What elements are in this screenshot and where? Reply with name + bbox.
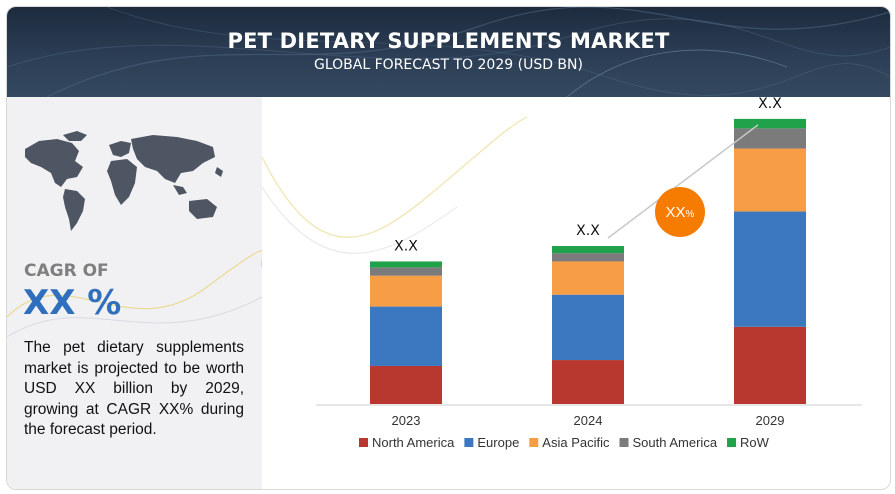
legend-label-row: RoW xyxy=(740,435,770,450)
legend-swatch-south-america xyxy=(619,438,629,447)
stacked-bar-chart: X.X X.X X.X XX% 2023 2024 2029 North America… xyxy=(261,96,862,450)
bar-europe-2024 xyxy=(552,294,624,361)
legend: North America Europe Asia Pacific South Ame… xyxy=(359,435,770,450)
bars-layer: X.X X.X X.X xyxy=(370,96,806,404)
legend-label-north-america: North America xyxy=(372,435,455,450)
bar-row-2029 xyxy=(734,118,806,129)
legend-label-asia-pacific: Asia Pacific xyxy=(542,435,610,450)
total-label-2029: X.X xyxy=(758,96,782,112)
chart-subtitle: GLOBAL FORECAST TO 2029 (USD BN) xyxy=(314,57,583,73)
bar-north-america-2029 xyxy=(734,326,806,404)
chart-title: PET DIETARY SUPPLEMENTS MARKET xyxy=(227,29,670,53)
cagr-value: XX % xyxy=(23,283,122,323)
bar-south-america-2029 xyxy=(734,128,806,149)
legend-label-europe: Europe xyxy=(477,435,519,450)
x-tick-label-2029: 2029 xyxy=(756,413,785,428)
bar-south-america-2023 xyxy=(370,267,442,276)
header-banner: PET DIETARY SUPPLEMENTS MARKET GLOBAL FO… xyxy=(7,7,890,97)
legend-swatch-north-america xyxy=(359,438,368,447)
growth-line xyxy=(607,124,759,239)
bar-row-2023 xyxy=(370,261,442,268)
x-tick-label-2023: 2023 xyxy=(392,413,421,428)
legend-swatch-asia-pacific xyxy=(529,438,539,447)
bar-north-america-2023 xyxy=(370,365,442,404)
legend-label-south-america: South America xyxy=(633,435,718,450)
bar-row-2024 xyxy=(552,245,624,254)
growth-badge xyxy=(655,187,705,237)
total-label-2023: X.X xyxy=(394,238,418,254)
infographic-frame: PET DIETARY SUPPLEMENTS MARKET GLOBAL FO… xyxy=(6,6,891,490)
bar-north-america-2024 xyxy=(552,360,624,404)
bar-asia-pacific-2024 xyxy=(552,261,624,295)
bar-south-america-2024 xyxy=(552,253,624,262)
legend-swatch-europe xyxy=(464,438,474,447)
bar-europe-2029 xyxy=(734,211,806,327)
x-tick-labels: 2023 2024 2029 xyxy=(392,413,785,428)
growth-badge-value: XX xyxy=(666,204,686,221)
left-panel: CAGR OF XX % The pet dietary supplements… xyxy=(7,97,262,489)
chart-decoration xyxy=(261,116,528,254)
bar-europe-2023 xyxy=(370,306,442,366)
bar-asia-pacific-2023 xyxy=(370,275,442,307)
total-label-2024: X.X xyxy=(576,223,600,239)
world-map-icon xyxy=(25,131,223,231)
cagr-label: CAGR OF xyxy=(24,261,109,281)
bar-asia-pacific-2029 xyxy=(734,148,806,212)
header-decoration xyxy=(7,7,890,97)
sidebar-swirl-decoration xyxy=(7,250,262,338)
market-description: The pet dietary supplements market is pr… xyxy=(24,339,244,438)
growth-badge-suffix: % xyxy=(686,209,695,220)
x-tick-label-2024: 2024 xyxy=(574,413,603,428)
legend-swatch-row xyxy=(727,438,737,447)
growth-badge-text: XX% xyxy=(666,204,695,221)
